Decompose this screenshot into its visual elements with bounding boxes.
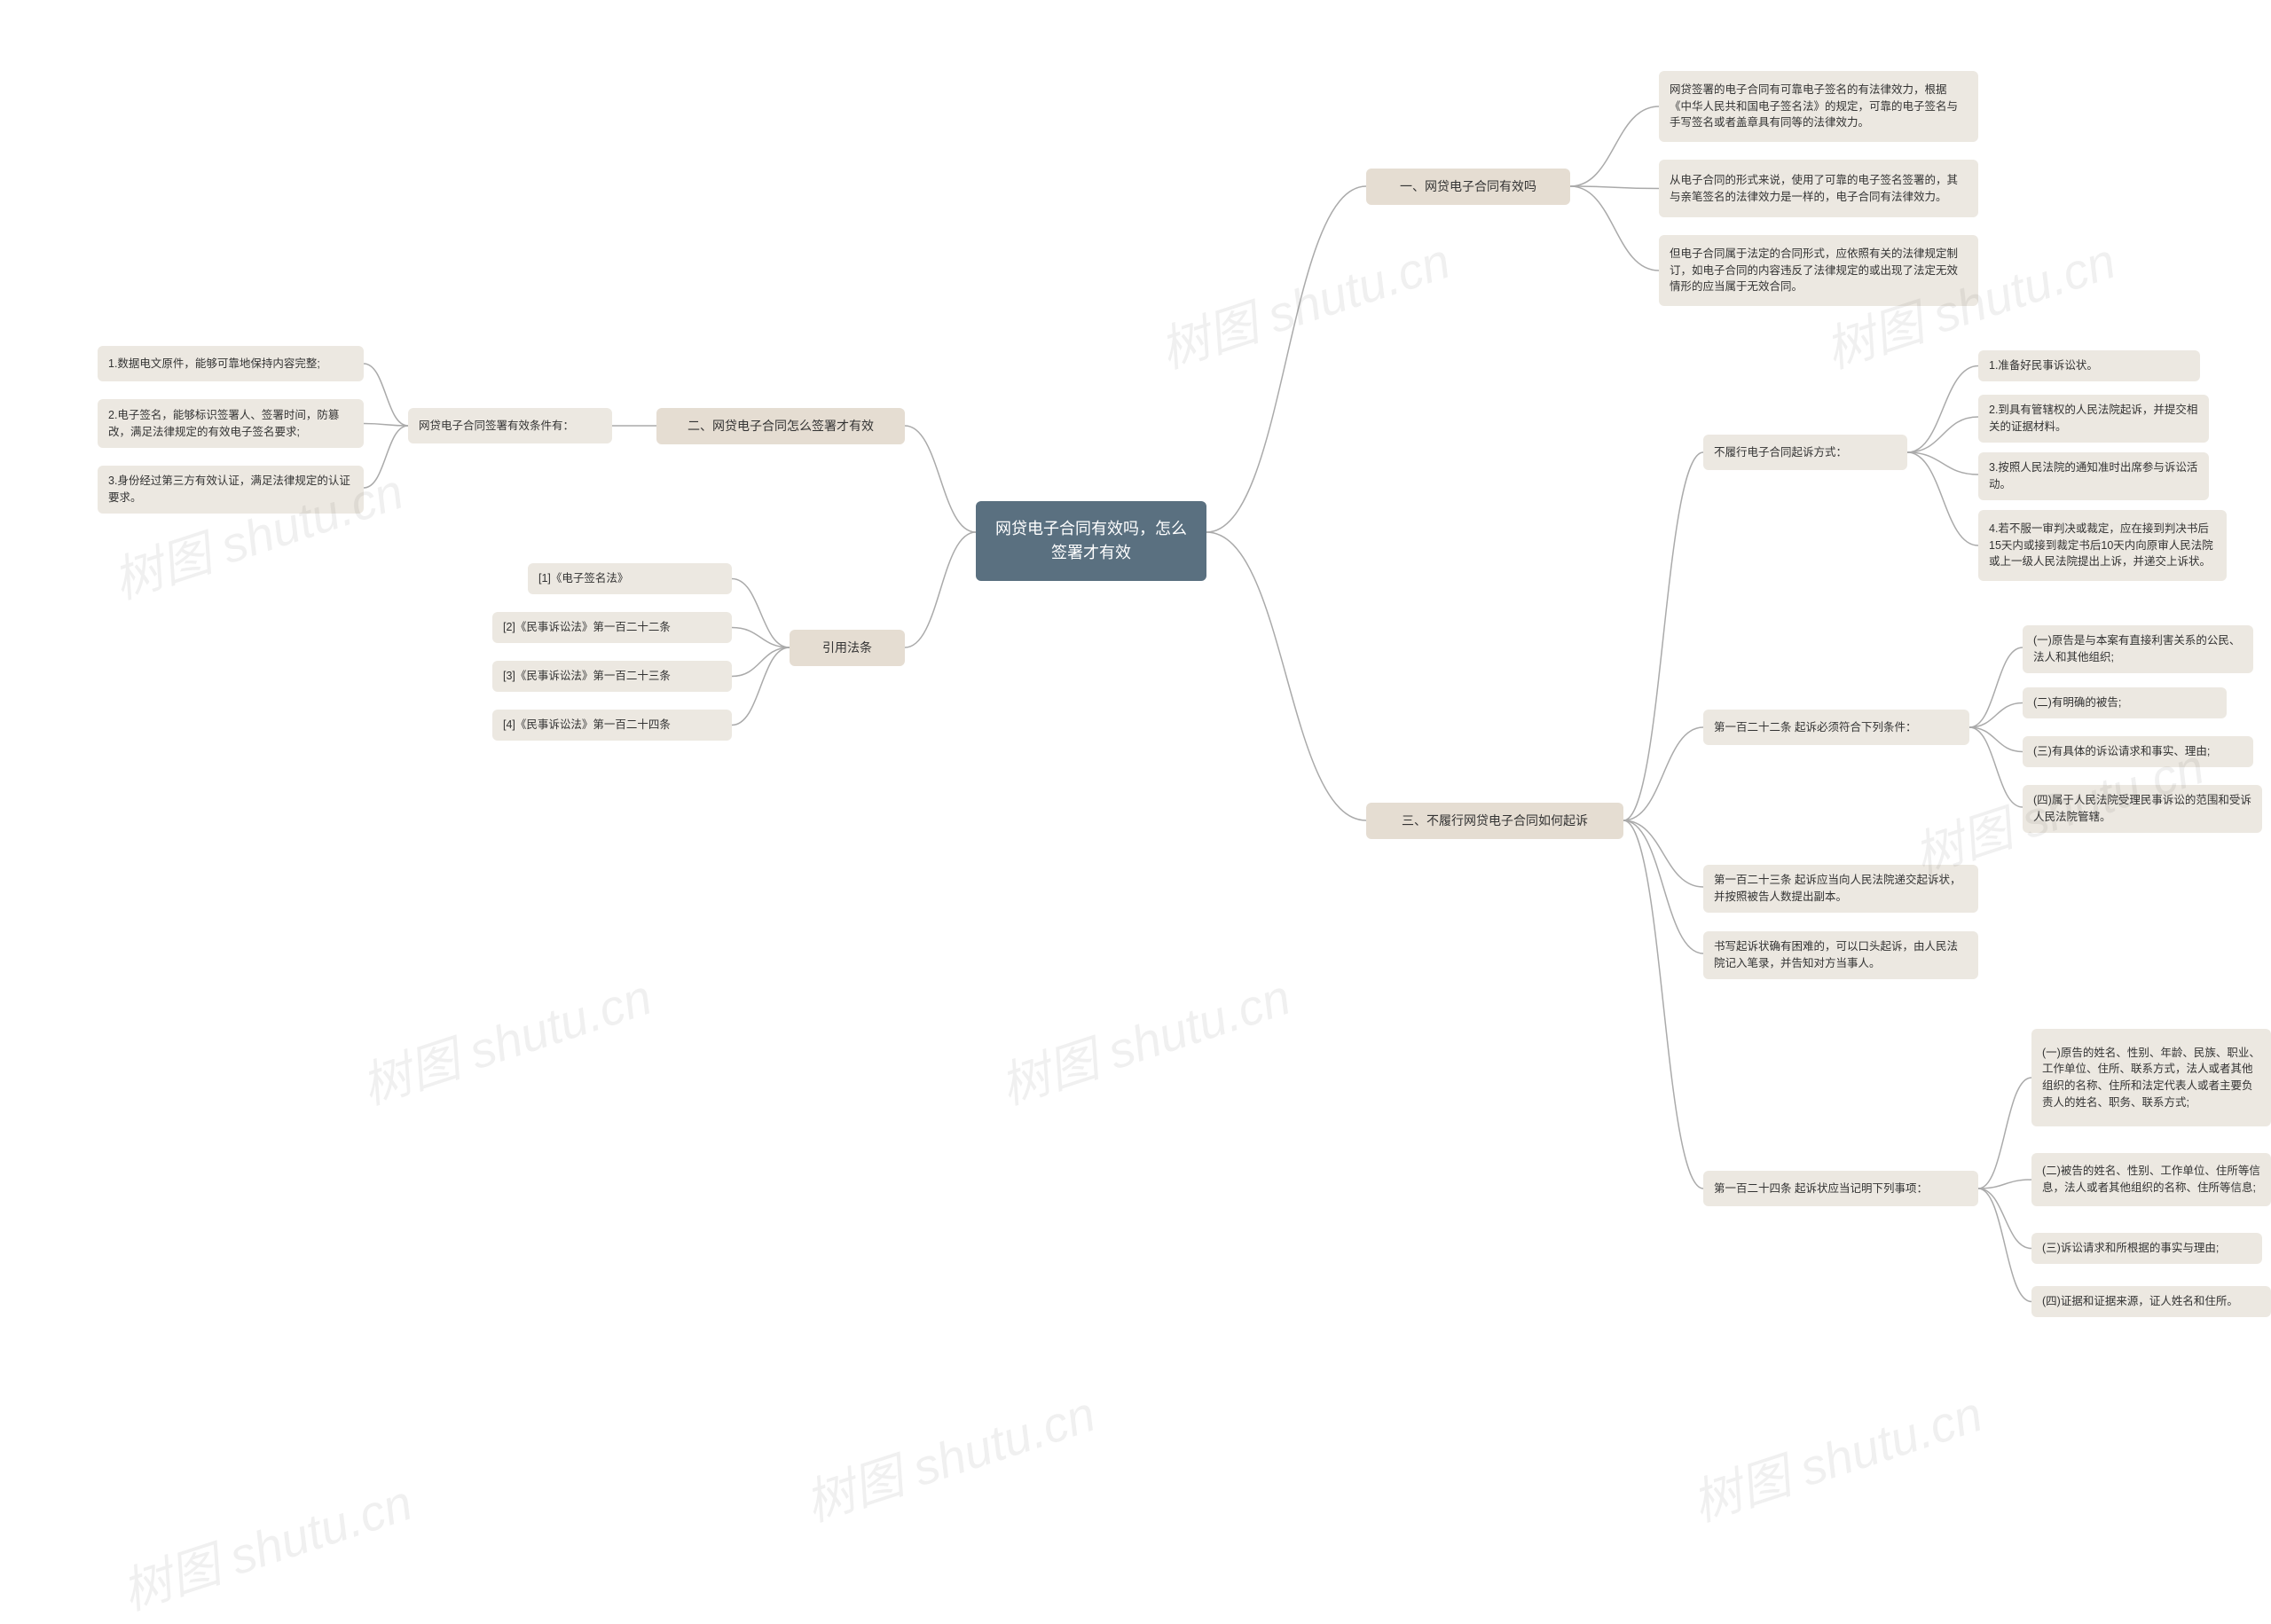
node-r1c: 但电子合同属于法定的合同形式，应依照有关的法律规定制订，如电子合同的内容违反了法… [1659,235,1978,306]
node-l4d: [4]《民事诉讼法》第一百二十四条 [492,710,732,741]
node-r3b4: (四)属于人民法院受理民事诉讼的范围和受诉人民法院管辖。 [2023,785,2262,833]
node-r3a2: 2.到具有管辖权的人民法院起诉，并提交相关的证据材料。 [1978,395,2209,443]
node-r3b2: (二)有明确的被告; [2023,687,2227,718]
watermark: 树图 shutu.cn [1682,1375,1991,1536]
node-l4b: [2]《民事诉讼法》第一百二十二条 [492,612,732,643]
branch-r3: 三、不履行网贷电子合同如何起诉 [1366,803,1623,839]
node-r3e4: (四)证据和证据来源，证人姓名和住所。 [2031,1286,2271,1317]
node-l2a: 网贷电子合同签署有效条件有： [408,408,612,443]
watermark: 树图 shutu.cn [795,1375,1104,1536]
node-l4a: [1]《电子签名法》 [528,563,732,594]
node-r3a3: 3.按照人民法院的通知准时出席参与诉讼活动。 [1978,452,2209,500]
node-r3b3: (三)有具体的诉讼请求和事实、理由; [2023,736,2253,767]
watermark: 树图 shutu.cn [351,958,660,1119]
node-r3a1: 1.准备好民事诉讼状。 [1978,350,2200,381]
node-r3a: 不履行电子合同起诉方式： [1703,435,1907,470]
node-r1a: 网贷签署的电子合同有可靠电子签名的有法律效力，根据《中华人民共和国电子签名法》的… [1659,71,1978,142]
branch-l4: 引用法条 [790,630,905,666]
node-l2a3: 3.身份经过第三方有效认证，满足法律规定的认证要求。 [98,466,364,514]
node-r3d: 书写起诉状确有困难的，可以口头起诉，由人民法院记入笔录，并告知对方当事人。 [1703,931,1978,979]
branch-r1: 一、网贷电子合同有效吗 [1366,169,1570,205]
watermark: 树图 shutu.cn [112,1463,420,1624]
root-node: 网贷电子合同有效吗，怎么签署才有效 [976,501,1206,581]
node-r3c: 第一百二十三条 起诉应当向人民法院递交起诉状，并按照被告人数提出副本。 [1703,865,1978,913]
node-r3e2: (二)被告的姓名、性别、工作单位、住所等信息，法人或者其他组织的名称、住所等信息… [2031,1153,2271,1206]
watermark: 树图 shutu.cn [1150,222,1458,383]
watermark: 树图 shutu.cn [990,958,1299,1119]
node-l2a1: 1.数据电文原件，能够可靠地保持内容完整; [98,346,364,381]
node-r3e1: (一)原告的姓名、性别、年龄、民族、职业、工作单位、住所、联系方式，法人或者其他… [2031,1029,2271,1126]
node-r1b: 从电子合同的形式来说，使用了可靠的电子签名签署的，其与亲笔签名的法律效力是一样的… [1659,160,1978,217]
node-r3e: 第一百二十四条 起诉状应当记明下列事项： [1703,1171,1978,1206]
branch-l2: 二、网贷电子合同怎么签署才有效 [656,408,905,444]
node-r3a4: 4.若不服一审判决或裁定，应在接到判决书后15天内或接到裁定书后10天内向原审人… [1978,510,2227,581]
node-r3e3: (三)诉讼请求和所根据的事实与理由; [2031,1233,2262,1264]
connector-layer [0,0,2271,1544]
node-l2a2: 2.电子签名，能够标识签署人、签署时间，防篡改，满足法律规定的有效电子签名要求; [98,399,364,448]
node-r3b: 第一百二十二条 起诉必须符合下列条件： [1703,710,1969,745]
node-r3b1: (一)原告是与本案有直接利害关系的公民、法人和其他组织; [2023,625,2253,673]
node-l4c: [3]《民事诉讼法》第一百二十三条 [492,661,732,692]
